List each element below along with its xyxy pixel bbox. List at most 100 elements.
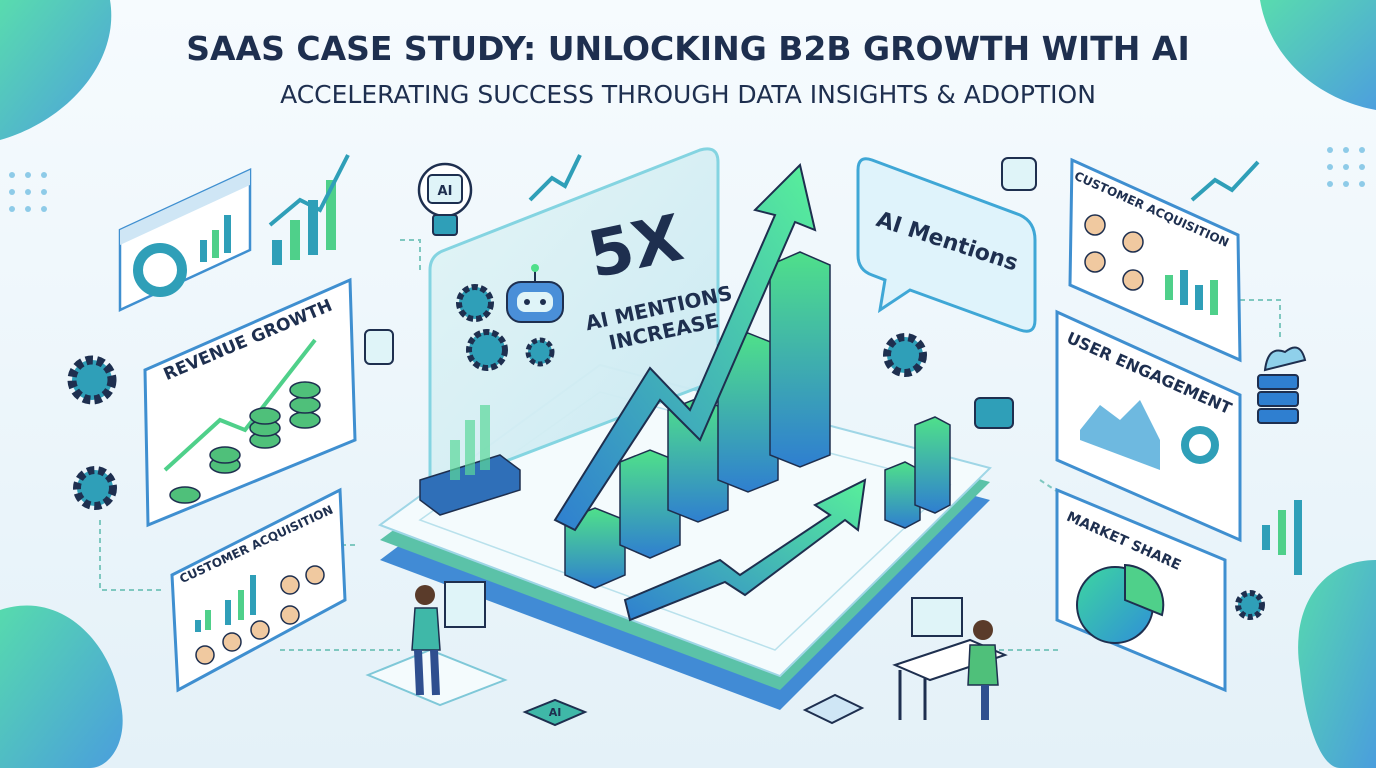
customer-panel-left-part-part (280, 605, 300, 625)
woman-figure-part (444, 581, 486, 628)
browser-panel-part (120, 170, 250, 245)
chat-icons-part (364, 329, 394, 365)
server-icon-part (1263, 346, 1307, 372)
robot-part (517, 292, 553, 312)
mini-chart (268, 154, 350, 265)
robot-part (540, 299, 546, 305)
customer-panel-left-part (170, 487, 347, 693)
bulb-icon: AI (417, 162, 473, 236)
dot-grids-part (9, 189, 15, 195)
revenue-panel-part-part (169, 486, 201, 504)
man-at-desk-part (967, 644, 999, 686)
growth-bars-part (465, 420, 475, 475)
bulb-label: AI (438, 184, 453, 199)
customer-panel-left-part (195, 565, 325, 665)
growth-bars-part (619, 449, 681, 559)
dot-grids-part (1343, 147, 1349, 153)
server-icon-part (1257, 391, 1299, 407)
market-panel: MARKET SHARE (1055, 487, 1227, 693)
customer-panel-left-part (250, 575, 256, 615)
dot-grids-part (1327, 181, 1333, 187)
woman-figure-part (415, 585, 435, 605)
dot-grids-part (1359, 181, 1365, 187)
customer-panel-left-part (205, 610, 211, 630)
dot-grids-part (1327, 147, 1333, 153)
dot-grids-part (25, 189, 31, 195)
connector-lines-part (400, 239, 421, 270)
growth-arrows (553, 163, 867, 622)
market-panel-part (1124, 563, 1165, 617)
engagement-panel-part (1080, 400, 1160, 470)
customer-panel-left-part-part (305, 565, 325, 585)
customer-panel-left-part (195, 620, 201, 632)
chat-icons-part (974, 397, 1014, 429)
browser-panel-part (133, 243, 187, 297)
right-mini-chart-part (1278, 510, 1286, 555)
robot-part (531, 264, 539, 272)
server-icon (1257, 346, 1307, 424)
woman-figure-part (414, 649, 440, 696)
growth-bars-part (884, 461, 921, 529)
right-mini-chart-part (528, 154, 582, 202)
man-at-desk (892, 597, 1008, 720)
chip-icon: AI (522, 693, 865, 727)
right-mini-chart-part (1262, 525, 1270, 550)
dot-grids-part (41, 206, 47, 212)
revenue-panel-part (143, 277, 357, 528)
woman-figure (365, 581, 508, 707)
woman-figure-part (411, 607, 441, 651)
left-gears-part (67, 355, 117, 405)
gears (456, 284, 555, 371)
right-mini-chart (528, 154, 1302, 575)
corner-blobs-part (0, 605, 123, 768)
customer-panel-left-part (225, 600, 231, 625)
mini-chart-part (272, 240, 282, 265)
customer-panel-right-part-part (1122, 269, 1144, 291)
left-gears-part (73, 466, 117, 510)
robot-part (524, 299, 530, 305)
dot-grids-part (1343, 164, 1349, 170)
dot-grids-part (9, 206, 15, 212)
corner-blobs-part (1260, 0, 1376, 110)
revenue-panel-part (169, 381, 321, 504)
growth-bars-part (914, 416, 951, 514)
corner-blobs-part (1298, 560, 1376, 768)
browser-panel-part (212, 230, 219, 258)
chip-label: AI (549, 706, 562, 719)
dot-grids-part (25, 172, 31, 178)
customer-panel-left-part-part (280, 575, 300, 595)
right-mini-chart-part (1190, 160, 1260, 202)
customer-panel-left-part-part (222, 632, 242, 652)
browser-panel (118, 168, 252, 312)
connector-lines-part (1240, 299, 1281, 340)
chip-icon-part (522, 698, 588, 727)
chip-icon-part (802, 693, 865, 725)
customer-panel-right-part (1210, 280, 1218, 315)
server-icon-part (1257, 408, 1299, 424)
customer-panel-left-part (238, 590, 244, 620)
dot-grids-part (1343, 181, 1349, 187)
customer-panel-right-part (1084, 214, 1144, 291)
left-gears-part (883, 333, 927, 377)
chat-icons (364, 157, 1037, 429)
browser-panel-part (224, 215, 231, 253)
growth-arrows-part (553, 163, 817, 532)
growth-bars-part (480, 405, 490, 470)
dot-grids-part (25, 206, 31, 212)
server-icon-part (1257, 374, 1299, 390)
man-at-desk-part (898, 670, 927, 720)
subtitle: ACCELERATING SUCCESS THROUGH DATA INSIGH… (280, 80, 1096, 109)
revenue-panel-part-part (209, 446, 241, 464)
customer-panel-right-part-part (1084, 251, 1106, 273)
mini-chart-part (290, 220, 300, 260)
engagement-panel-part (1181, 426, 1219, 464)
revenue-panel-part-part (289, 396, 321, 414)
left-gears-part (1235, 590, 1265, 620)
mini-chart-part (308, 200, 318, 255)
revenue-panel-part (163, 338, 317, 472)
bulb-icon-part (432, 214, 458, 236)
dot-grids-part (41, 189, 47, 195)
